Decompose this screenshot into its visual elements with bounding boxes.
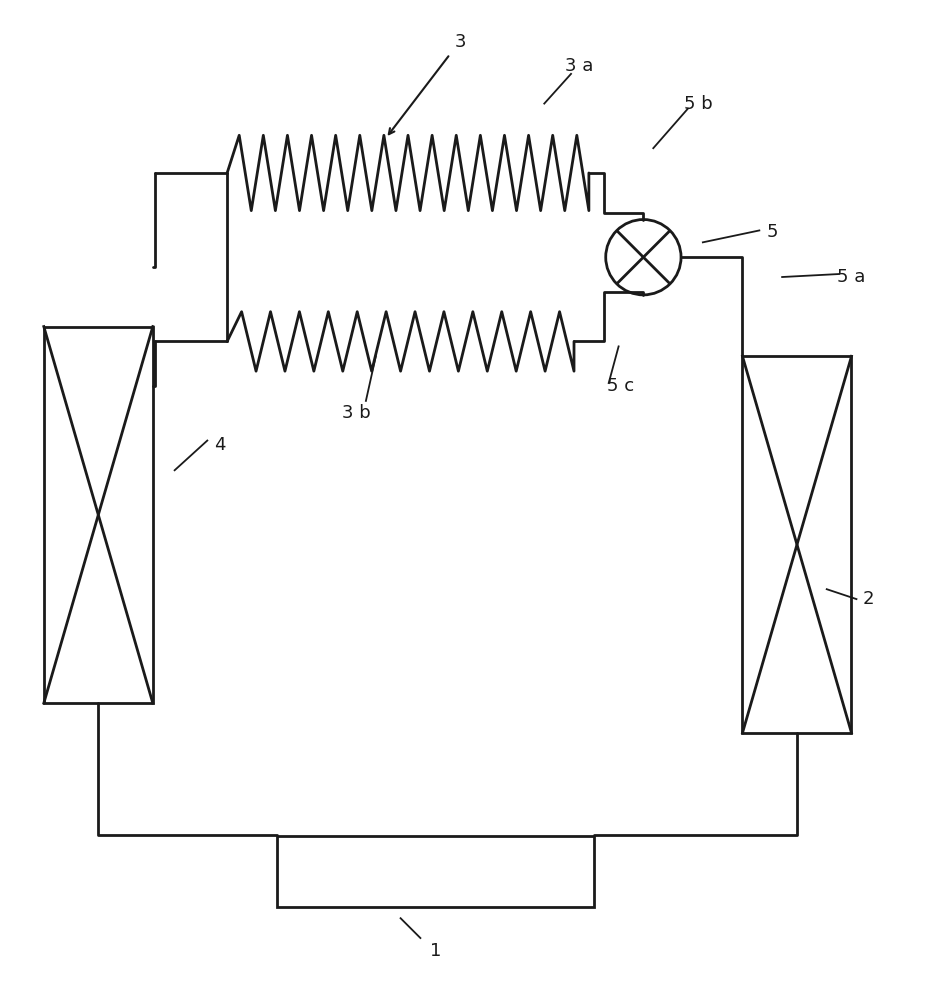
- Bar: [44, 327, 153, 703]
- Text: 3: 3: [454, 33, 465, 51]
- Bar: [277, 836, 593, 907]
- Text: 3 a: 3 a: [564, 57, 592, 75]
- Text: 5 a: 5 a: [836, 268, 865, 286]
- Text: 1: 1: [429, 942, 441, 960]
- Text: 4: 4: [214, 436, 226, 454]
- Text: 2: 2: [862, 590, 873, 608]
- Text: 3 b: 3 b: [342, 404, 370, 422]
- Text: 5 c: 5 c: [606, 377, 634, 395]
- Bar: [741, 356, 851, 733]
- Text: 5: 5: [766, 223, 777, 241]
- Text: 5 b: 5 b: [683, 95, 712, 113]
